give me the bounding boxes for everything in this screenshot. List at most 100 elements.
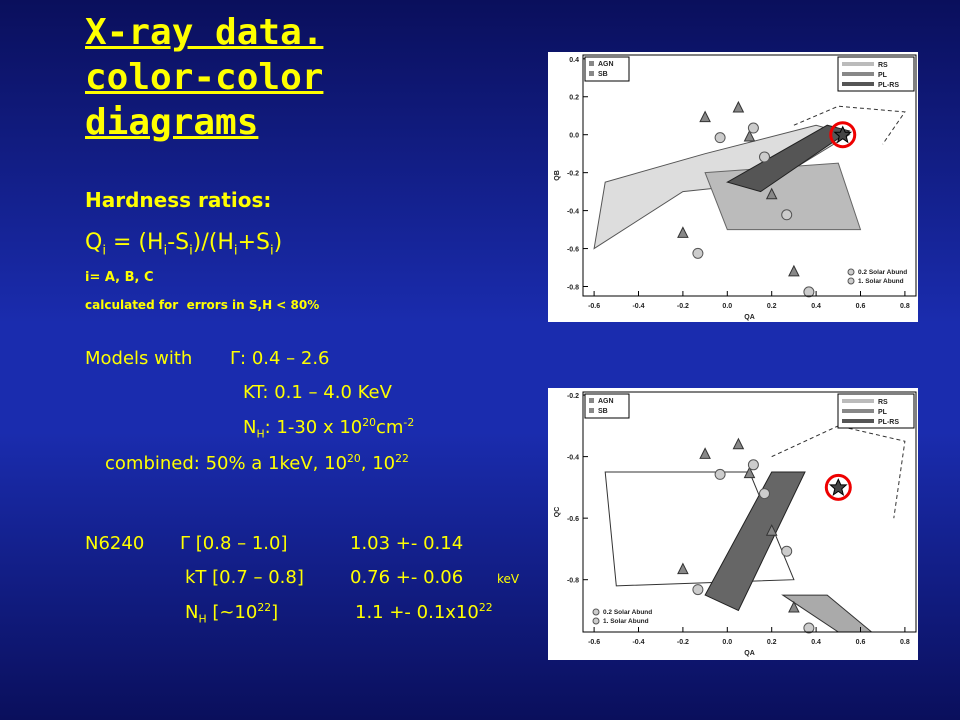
title-line: X-ray data.	[85, 12, 324, 53]
y-tick-label: -0.4	[567, 209, 579, 216]
marker	[677, 562, 689, 575]
x-tick-label: 0.2	[767, 639, 777, 646]
x-tick-label: 0.2	[767, 303, 777, 310]
text: -S	[167, 230, 190, 255]
result-gamma-value: 1.03 +- 0.14	[350, 533, 464, 554]
annotation: 0.2 Solar Abund	[603, 609, 652, 616]
text: 20	[362, 416, 376, 429]
marker	[699, 110, 711, 123]
result-kt-unit: keV	[497, 572, 520, 586]
star	[828, 478, 848, 497]
marker	[781, 545, 793, 557]
annotation-marker	[592, 608, 600, 616]
y-tick-label: 0.2	[569, 95, 579, 102]
legend-swatch	[589, 408, 594, 413]
model-grid	[771, 425, 906, 519]
models-intro: Models with	[85, 348, 193, 369]
marker	[692, 584, 704, 596]
text: [~10	[206, 602, 258, 623]
y-tick-label: 0.4	[569, 57, 579, 64]
text: 22	[395, 452, 409, 465]
marker	[747, 459, 759, 471]
text: i	[270, 243, 274, 259]
text: i	[233, 243, 238, 259]
models-gamma: Γ: 0.4 – 2.6	[230, 348, 330, 369]
y-tick-label: -0.8	[567, 578, 579, 585]
x-axis-label: QA	[744, 650, 755, 657]
result-source: N6240	[85, 533, 145, 554]
text: N	[243, 417, 257, 438]
x-tick-label: -0.6	[588, 639, 600, 646]
text: : 1-30 x 10	[264, 417, 363, 438]
star	[833, 125, 853, 144]
legend-label: AGN	[598, 61, 614, 68]
marker	[788, 264, 800, 277]
y-tick-label: -0.6	[567, 247, 579, 254]
marker	[803, 622, 815, 634]
result-kt-range: kT [0.7 – 0.8]	[185, 567, 304, 588]
legend-swatch	[589, 71, 594, 76]
heading: Hardness ratios:	[85, 188, 272, 212]
marker	[781, 209, 793, 221]
text: i	[102, 243, 106, 259]
formula: Qi = (Hi-Si)/(Hi+Si)	[85, 230, 282, 258]
error-note: calculated for errors in S,H < 80%	[85, 298, 320, 312]
y-tick-label: -0.2	[567, 171, 579, 178]
text: i	[189, 243, 193, 259]
marker	[788, 600, 800, 613]
legend-label: SB	[598, 408, 608, 415]
annotation-marker	[592, 617, 600, 625]
text: N	[185, 602, 199, 623]
text: +S	[237, 230, 270, 255]
x-tick-label: -0.4	[632, 303, 644, 310]
marker	[699, 447, 711, 459]
x-tick-label: 0.6	[856, 639, 866, 646]
text: )	[273, 230, 283, 255]
marker	[714, 132, 726, 144]
text: 1.1 +- 0.1x10	[355, 602, 479, 623]
text: 20	[347, 452, 361, 465]
model-grid	[793, 105, 906, 145]
text: -2	[403, 416, 415, 429]
x-tick-label: 0.8	[900, 303, 910, 310]
marker	[747, 122, 759, 134]
marker	[765, 187, 778, 200]
marker	[803, 286, 815, 298]
model-grid	[726, 124, 851, 193]
marker	[743, 466, 756, 479]
y-tick-label: -0.8	[567, 285, 579, 292]
annotation-marker	[847, 268, 855, 276]
x-axis-label: QA	[744, 314, 755, 321]
x-tick-label: -0.6	[588, 303, 600, 310]
text: H	[198, 612, 207, 626]
y-axis-label: QC	[554, 507, 561, 518]
x-tick-label: 0.0	[722, 639, 732, 646]
x-tick-label: 0.4	[811, 303, 821, 310]
x-tick-label: 0.6	[856, 303, 866, 310]
legend-label: AGN	[598, 398, 614, 405]
text: combined: 50% a 1keV, 10	[105, 453, 348, 474]
legend-swatch	[589, 61, 594, 66]
y-tick-label: -0.2	[567, 393, 579, 400]
model-grid	[704, 471, 806, 612]
marker	[732, 100, 745, 113]
legend-label: PL	[878, 409, 888, 416]
result-gamma-range: Γ [0.8 – 1.0]	[180, 533, 288, 554]
text: H	[256, 427, 265, 441]
x-tick-label: 0.0	[722, 303, 732, 310]
marker	[677, 226, 689, 238]
text: i	[163, 243, 168, 259]
legend-label: SB	[598, 71, 608, 78]
x-tick-label: -0.2	[677, 639, 689, 646]
marker	[759, 488, 770, 500]
text: )/(H	[192, 230, 234, 255]
result-nh-range: NH [~1022]	[185, 601, 278, 626]
x-tick-label: 0.4	[811, 639, 821, 646]
text: cm	[375, 417, 404, 438]
marker	[732, 437, 745, 450]
y-axis-label: QB	[554, 170, 561, 181]
result-kt-value: 0.76 +- 0.06	[350, 567, 464, 588]
axes-frame	[582, 391, 917, 633]
